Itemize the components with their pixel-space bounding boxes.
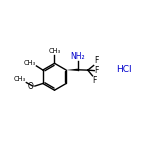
Text: F: F — [94, 56, 98, 65]
Polygon shape — [66, 69, 78, 71]
Text: CH₃: CH₃ — [14, 76, 26, 82]
Text: NH₂: NH₂ — [71, 52, 85, 61]
Text: F: F — [93, 76, 97, 85]
Text: CH₃: CH₃ — [24, 60, 36, 66]
Text: O: O — [28, 82, 34, 91]
Text: F: F — [95, 66, 99, 75]
Text: HCl: HCl — [116, 65, 132, 74]
Text: CH₃: CH₃ — [48, 48, 60, 54]
